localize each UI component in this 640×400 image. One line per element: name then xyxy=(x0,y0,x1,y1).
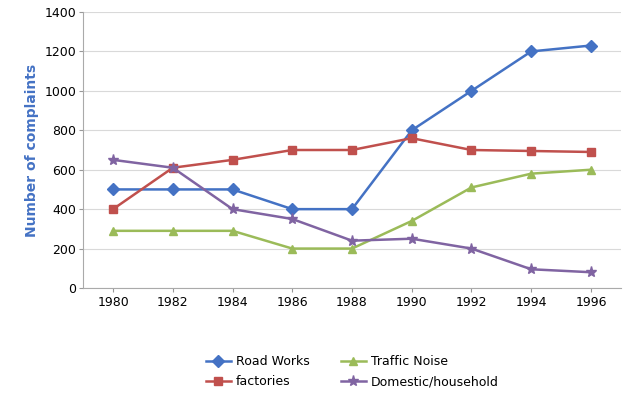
Road Works xyxy=(348,207,356,212)
Road Works xyxy=(169,187,177,192)
factories xyxy=(228,158,236,162)
Traffic Noise xyxy=(587,167,595,172)
factories xyxy=(289,148,296,152)
Traffic Noise xyxy=(348,246,356,251)
Domestic/household xyxy=(289,217,296,222)
Domestic/household xyxy=(468,246,476,251)
factories xyxy=(109,207,117,212)
Road Works xyxy=(527,49,535,54)
factories xyxy=(468,148,476,152)
Road Works xyxy=(587,43,595,48)
factories xyxy=(527,148,535,153)
factories xyxy=(169,165,177,170)
Line: Traffic Noise: Traffic Noise xyxy=(109,166,595,253)
factories xyxy=(348,148,356,152)
Road Works xyxy=(228,187,236,192)
Traffic Noise xyxy=(109,228,117,233)
Traffic Noise xyxy=(289,246,296,251)
Traffic Noise xyxy=(169,228,177,233)
Line: Road Works: Road Works xyxy=(109,41,595,213)
Traffic Noise xyxy=(228,228,236,233)
Line: Domestic/household: Domestic/household xyxy=(108,154,596,278)
Y-axis label: Number of complaints: Number of complaints xyxy=(25,64,39,236)
Traffic Noise xyxy=(408,218,415,223)
Domestic/household xyxy=(348,238,356,243)
Legend: Road Works, factories, Traffic Noise, Domestic/household: Road Works, factories, Traffic Noise, Do… xyxy=(205,355,499,388)
Domestic/household xyxy=(109,158,117,162)
Domestic/household xyxy=(408,236,415,241)
Domestic/household xyxy=(587,270,595,275)
Domestic/household xyxy=(169,165,177,170)
Road Works xyxy=(289,207,296,212)
factories xyxy=(587,150,595,154)
factories xyxy=(408,136,415,140)
Domestic/household xyxy=(228,207,236,212)
Traffic Noise xyxy=(468,185,476,190)
Road Works xyxy=(109,187,117,192)
Line: factories: factories xyxy=(109,134,595,213)
Road Works xyxy=(468,88,476,93)
Road Works xyxy=(408,128,415,133)
Traffic Noise xyxy=(527,171,535,176)
Domestic/household xyxy=(527,267,535,272)
